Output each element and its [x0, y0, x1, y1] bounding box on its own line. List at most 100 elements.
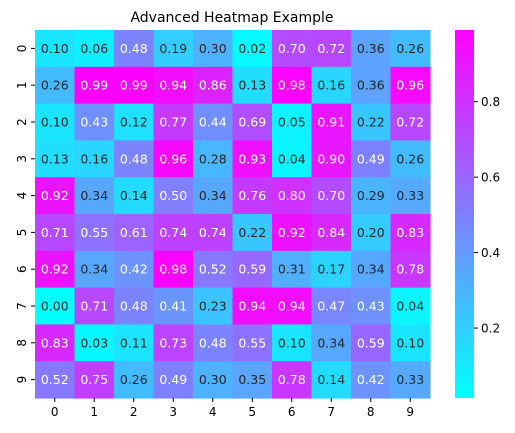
- heatmap-cell: [351, 324, 392, 362]
- y-tick-label: 8: [15, 339, 29, 347]
- y-tick-label: 6: [15, 265, 29, 273]
- heatmap-cell: [193, 324, 234, 362]
- cell-value-label: 0.48: [120, 151, 148, 166]
- heatmap-cell: [390, 103, 431, 141]
- cell-value-label: 0.16: [80, 151, 108, 166]
- cell-value-label: 0.84: [317, 225, 345, 240]
- x-tick-label: 1: [90, 405, 98, 419]
- heatmap-cell: [351, 177, 392, 215]
- cell-value-label: 0.42: [357, 372, 385, 387]
- heatmap-cell: [35, 103, 76, 141]
- heatmap-cell: [74, 250, 115, 289]
- heatmap-cell-labels: 0.10 0.06 0.48 0.19 0.30 0.02 0.70 0.72 0.36 0.26…: [41, 41, 424, 387]
- cell-value-label: 0.86: [199, 78, 227, 93]
- cell-value-label: 0.77: [159, 115, 187, 130]
- heatmap-cell: [74, 361, 115, 399]
- heatmap-cell: [114, 214, 155, 252]
- cell-value-label: 0.92: [41, 262, 69, 277]
- heatmap-cell: [390, 324, 431, 362]
- heatmap-cell: [351, 103, 392, 141]
- cell-value-label: 0.41: [159, 299, 187, 314]
- cell-value-label: 0.23: [199, 299, 227, 314]
- cell-value-label: 0.35: [238, 372, 266, 387]
- cell-value-label: 0.44: [199, 115, 227, 130]
- cell-value-label: 0.34: [317, 335, 345, 350]
- cell-value-label: 0.00: [41, 299, 69, 314]
- heatmap-cell: [193, 66, 234, 105]
- cell-value-label: 0.94: [278, 299, 306, 314]
- heatmap-cell: [232, 361, 273, 399]
- heatmap-cell: [390, 361, 431, 399]
- heatmap-cell: [232, 103, 273, 141]
- heatmap-cell: [114, 324, 155, 362]
- heatmap-cell: [311, 66, 352, 105]
- heatmap-cell: [153, 140, 194, 178]
- heatmap-cell: [114, 287, 155, 325]
- cell-value-label: 0.12: [120, 115, 148, 130]
- colorbar-ticks: 0.2 0.4 0.6 0.8: [474, 95, 500, 336]
- heatmap-cell: [74, 324, 115, 362]
- heatmap-cell: [272, 287, 313, 325]
- y-tick-label: 7: [15, 302, 29, 310]
- colorbar-tick-label: 0.4: [481, 246, 500, 260]
- cell-value-label: 0.76: [238, 188, 266, 203]
- cell-value-label: 0.22: [357, 115, 385, 130]
- heatmap-cell: [390, 30, 431, 68]
- colorbar-gradient: [455, 30, 474, 398]
- heatmap-cell: [390, 66, 431, 105]
- x-tick-label: 9: [406, 405, 414, 419]
- cell-value-label: 0.72: [317, 41, 345, 56]
- heatmap-cell: [311, 361, 352, 399]
- colorbar: [455, 30, 474, 398]
- heatmap-cell: [153, 177, 194, 215]
- heatmap-cell: [272, 177, 313, 215]
- heatmap-cell: [35, 66, 76, 105]
- heatmap-cell: [351, 66, 392, 105]
- cell-value-label: 0.17: [317, 262, 345, 277]
- cell-value-label: 0.50: [159, 188, 187, 203]
- heatmap-cell: [272, 250, 313, 289]
- x-tick-label: 0: [51, 405, 59, 419]
- chart-title: Advanced Heatmap Example: [130, 10, 333, 26]
- heatmap-cell: [272, 30, 313, 68]
- heatmap-cell: [153, 287, 194, 325]
- cell-value-label: 0.92: [278, 225, 306, 240]
- heatmap-cell: [390, 140, 431, 178]
- heatmap-cell: [74, 30, 115, 68]
- cell-value-label: 0.71: [80, 299, 108, 314]
- heatmap-cell: [193, 30, 234, 68]
- cell-value-label: 0.55: [238, 335, 266, 350]
- cell-value-label: 0.05: [278, 115, 306, 130]
- y-tick-label: 3: [15, 155, 29, 163]
- heatmap-cells: [35, 30, 431, 399]
- cell-value-label: 0.98: [159, 262, 187, 277]
- cell-value-label: 0.99: [120, 78, 148, 93]
- cell-value-label: 0.52: [41, 372, 69, 387]
- heatmap-cell: [35, 30, 76, 68]
- heatmap-cell: [390, 287, 431, 325]
- cell-value-label: 0.72: [396, 115, 424, 130]
- cell-value-label: 0.93: [238, 151, 266, 166]
- heatmap-cell: [35, 140, 76, 178]
- x-tick-label: 5: [248, 405, 256, 419]
- heatmap-cell: [74, 103, 115, 141]
- cell-value-label: 0.16: [317, 78, 345, 93]
- colorbar-tick-label: 0.8: [481, 95, 500, 109]
- heatmap-cell: [272, 103, 313, 141]
- heatmap-cell: [153, 361, 194, 399]
- cell-value-label: 0.98: [278, 78, 306, 93]
- heatmap-cell: [35, 287, 76, 325]
- cell-value-label: 0.19: [159, 41, 187, 56]
- cell-value-label: 0.48: [120, 41, 148, 56]
- cell-value-label: 0.36: [357, 78, 385, 93]
- heatmap-cell: [153, 66, 194, 105]
- heatmap-cell: [74, 140, 115, 178]
- heatmap-cell: [153, 250, 194, 289]
- heatmap-cell: [311, 250, 352, 289]
- heatmap-cell: [74, 177, 115, 215]
- heatmap-cell: [114, 103, 155, 141]
- cell-value-label: 0.26: [396, 151, 424, 166]
- cell-value-label: 0.34: [80, 188, 108, 203]
- cell-value-label: 0.26: [41, 78, 69, 93]
